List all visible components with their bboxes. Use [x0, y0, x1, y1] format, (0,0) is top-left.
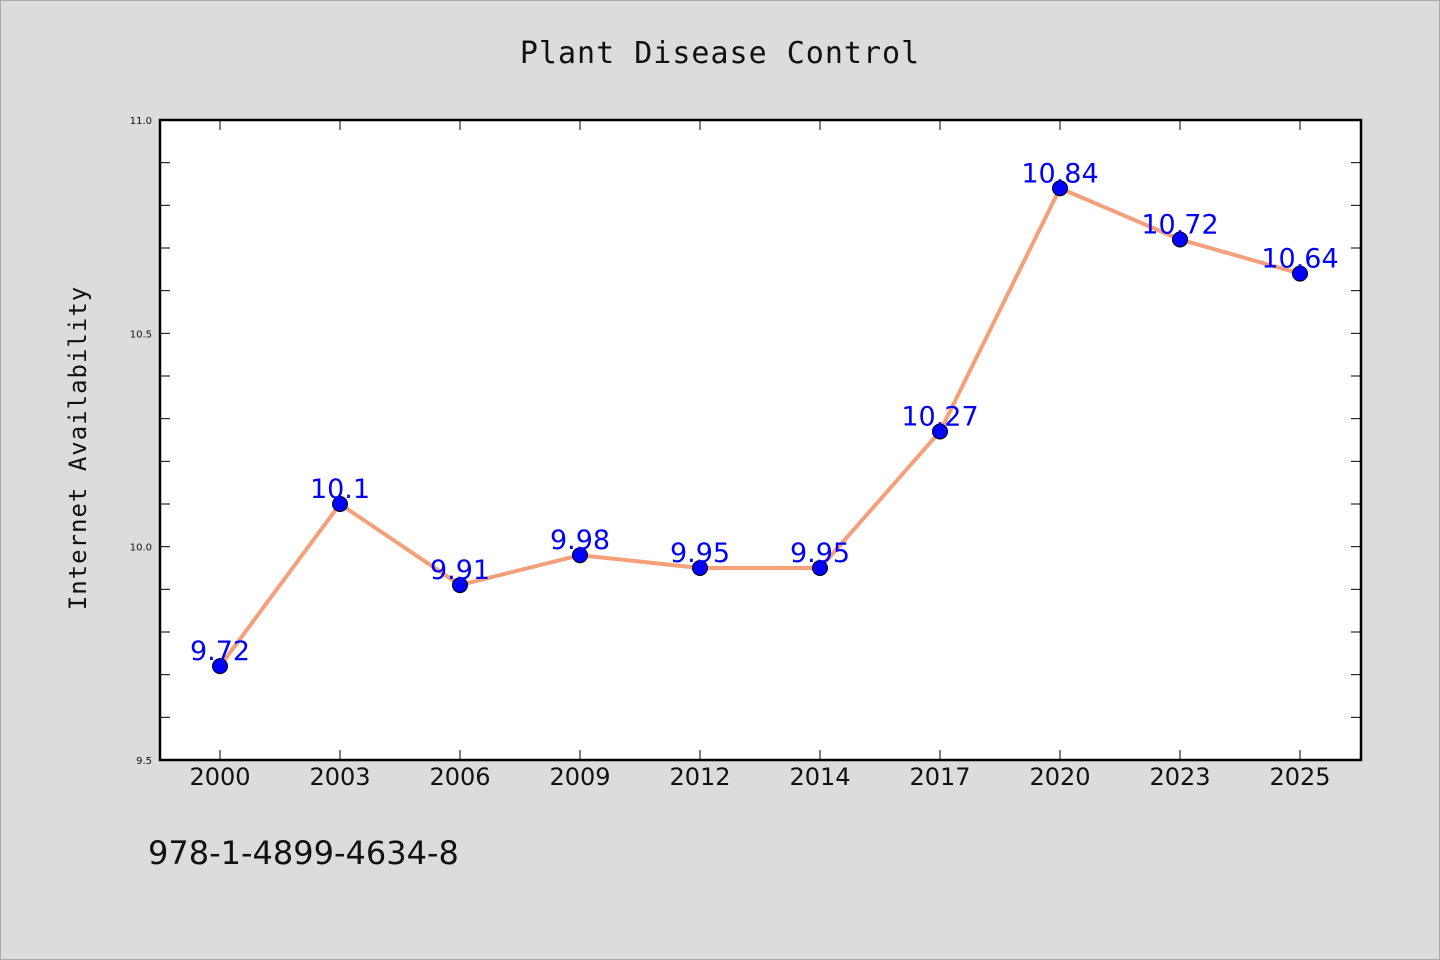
x-tick-label: 2014: [789, 763, 850, 791]
data-point: [812, 560, 828, 576]
series-line: [218, 186, 1301, 668]
y-tick-label: 10.0: [130, 543, 152, 554]
plot-area: [160, 120, 1361, 760]
data-label: 10.1: [310, 474, 370, 505]
data-label: 9.91: [430, 555, 490, 586]
data-point: [332, 496, 348, 512]
x-tick-label: 2017: [909, 763, 970, 791]
x-axis: 2000 2003 2006 2009 2012 2014 2017 2020 2023 2025: [189, 120, 1331, 791]
x-tick-label: 2003: [309, 763, 370, 791]
data-point: [692, 560, 708, 576]
x-tick-label: 2006: [429, 763, 490, 791]
data-label: 9.95: [670, 538, 730, 569]
data-label: 10.27: [901, 401, 978, 432]
x-tick-label: 2012: [669, 763, 730, 791]
plot-border: [158, 118, 1363, 762]
y-tick-label: 9.5: [136, 756, 152, 767]
data-label: 10.72: [1141, 209, 1218, 240]
data-label: 10.64: [1261, 244, 1338, 275]
data-point: [212, 658, 228, 675]
data-label: 9.98: [550, 525, 610, 556]
data-point: [1172, 231, 1188, 248]
data-point: [932, 423, 948, 440]
x-tick-label: 2020: [1029, 763, 1090, 791]
data-point: [572, 547, 588, 564]
data-point: [452, 577, 468, 594]
x-tick-label: 2025: [1269, 763, 1330, 791]
data-point: [1292, 265, 1308, 282]
data-label: 9.95: [790, 538, 850, 569]
data-labels: 9.72 10.1 9.91 9.98 9.95 9.95 10.27 10.84 10.72 1…: [190, 158, 1339, 667]
x-tick-label: 2023: [1149, 763, 1210, 791]
footer-text: 978-1-4899-4634-8: [148, 834, 459, 872]
y-tick-label: 10.5: [130, 329, 152, 340]
data-points: [212, 180, 1308, 675]
data-label: 10.84: [1021, 158, 1098, 189]
data-point: [1052, 180, 1068, 197]
y-tick-label: 11.0: [130, 116, 152, 127]
data-label: 9.72: [190, 636, 250, 667]
y-axis-label: Internet Availability: [64, 286, 92, 610]
x-tick-label: 2000: [189, 763, 250, 791]
x-tick-label: 2009: [549, 763, 610, 791]
chart-title: Plant Disease Control: [520, 36, 920, 71]
